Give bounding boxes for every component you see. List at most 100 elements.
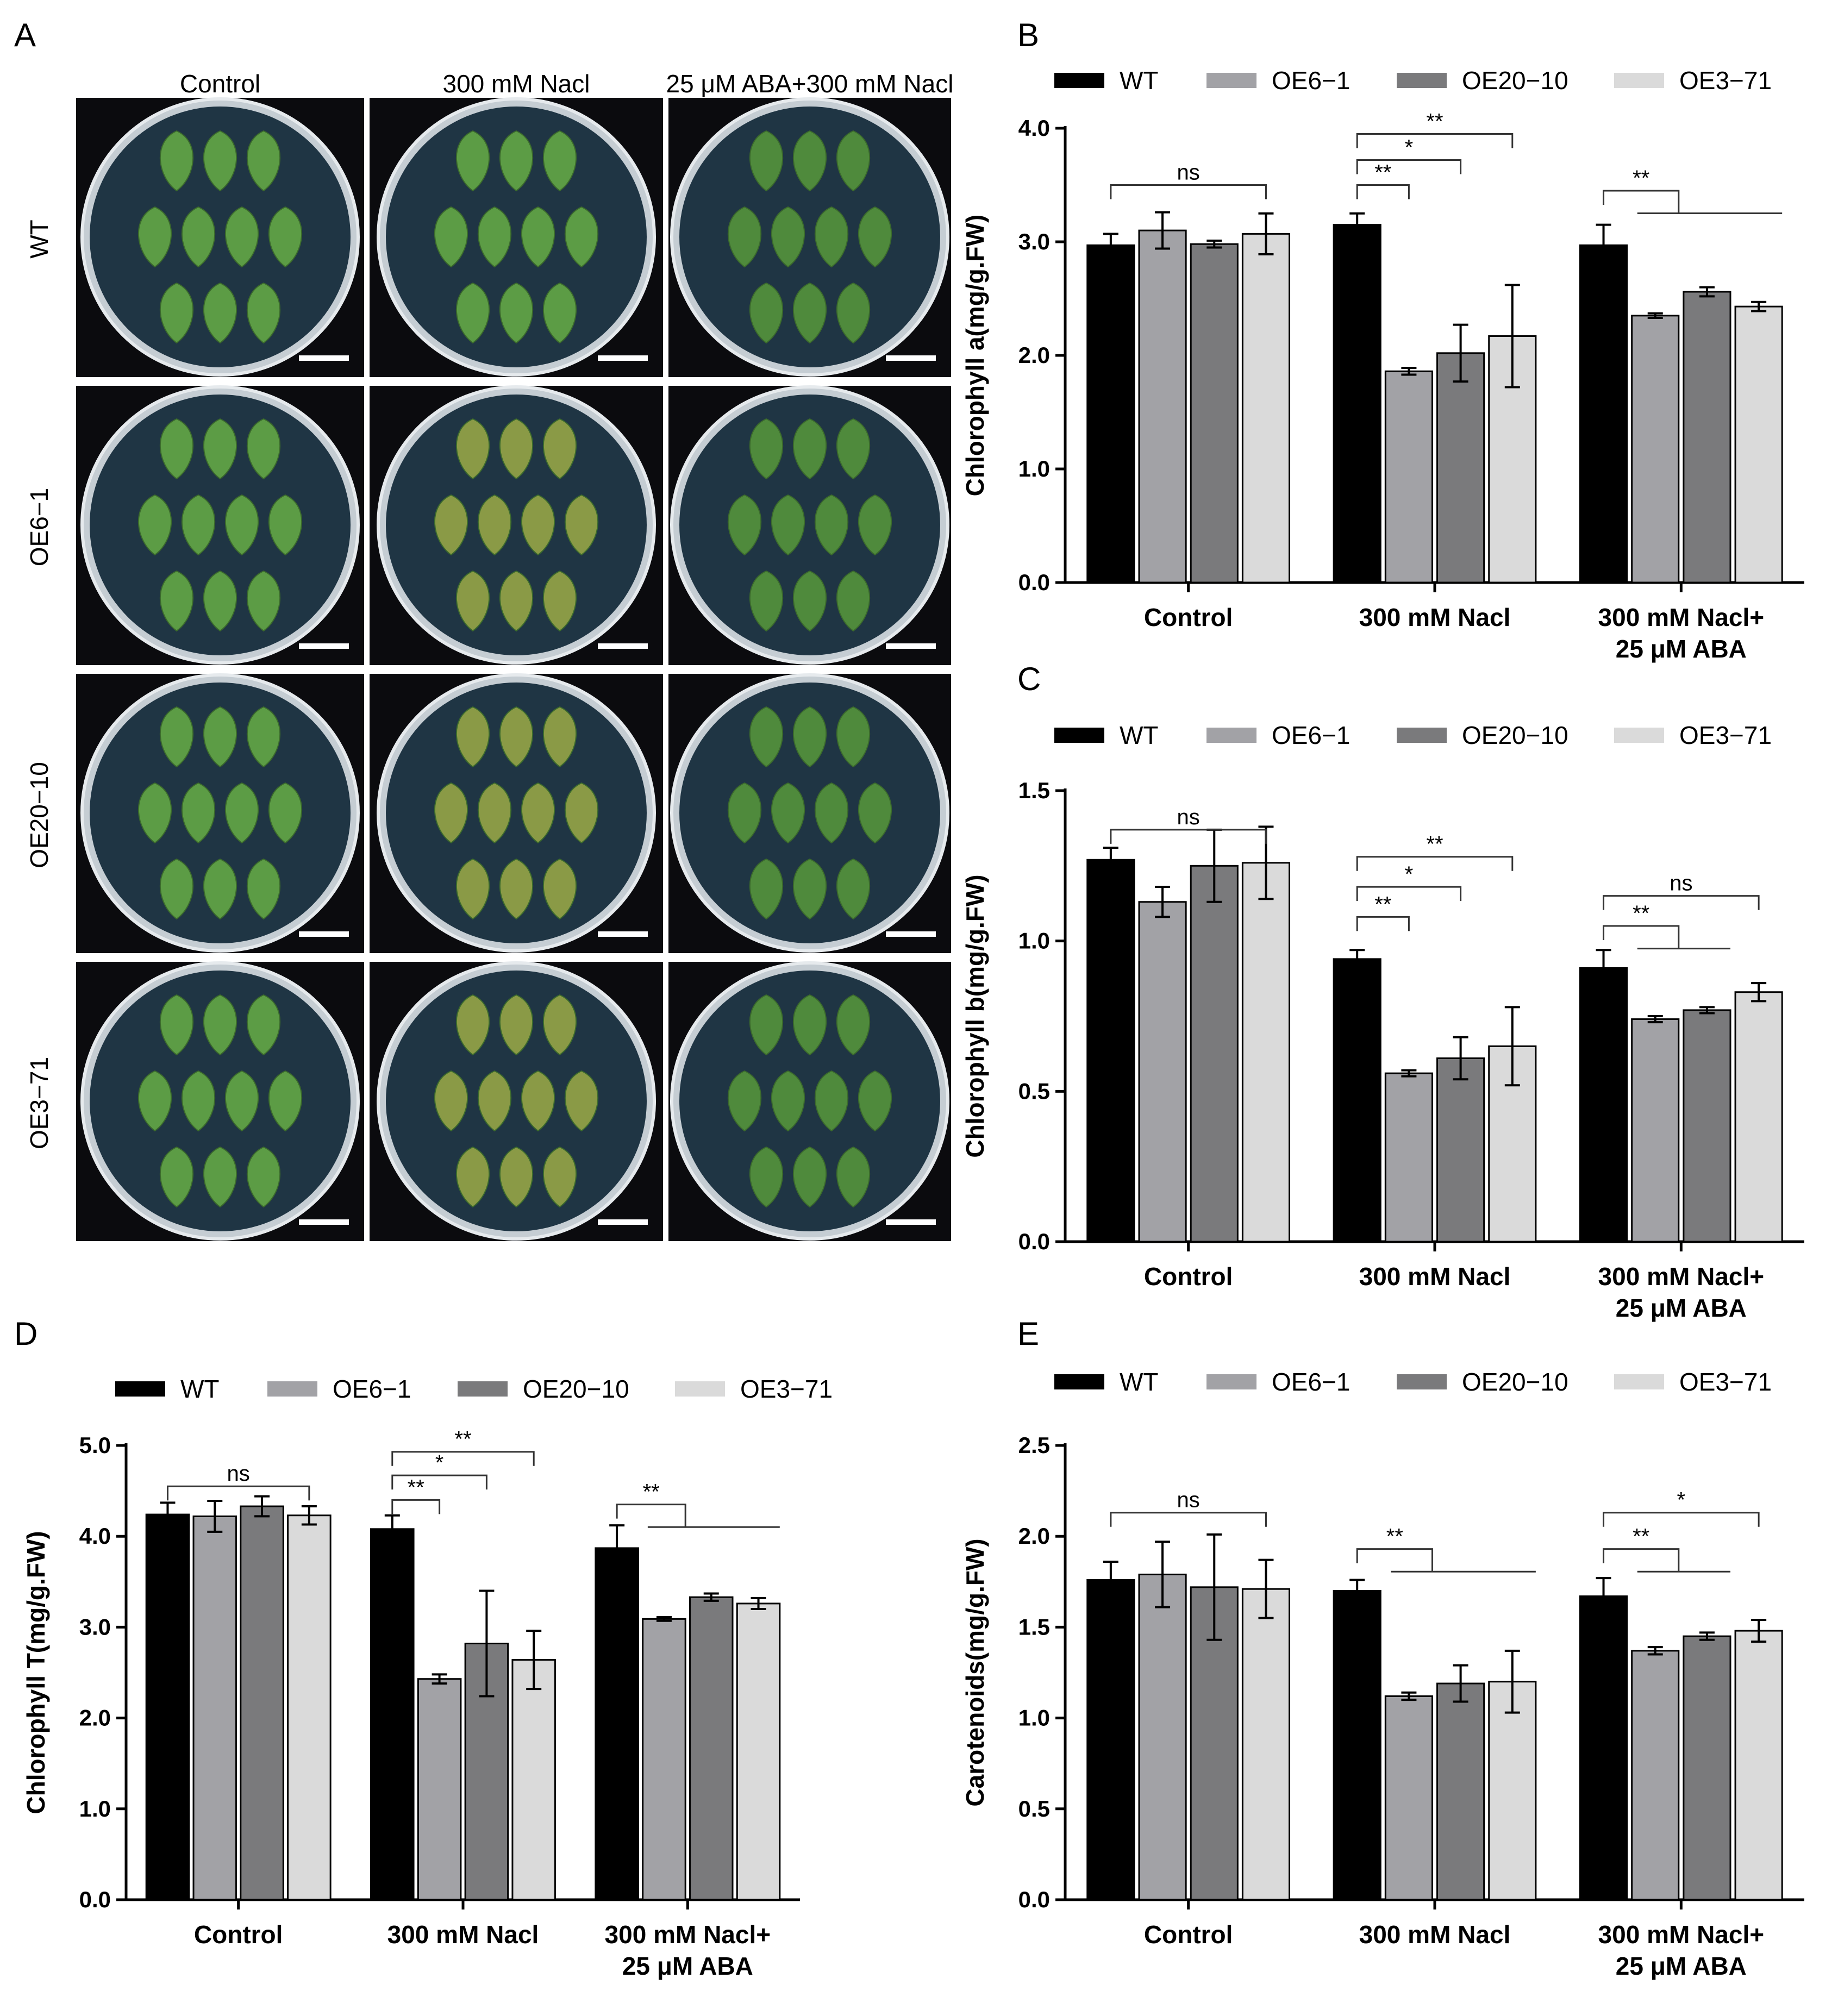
significance-label: ns bbox=[227, 1462, 250, 1486]
leaf-disc bbox=[749, 130, 784, 192]
leaf-disc bbox=[203, 706, 237, 768]
leaf-disc bbox=[181, 494, 216, 556]
column-label: 300 mM Nacl bbox=[443, 70, 590, 98]
x-tick-label: 25 μM ABA bbox=[1616, 1294, 1747, 1322]
bar-WT bbox=[1579, 1595, 1628, 1901]
bar-OE6−1 bbox=[1631, 1018, 1680, 1243]
leaf-disc bbox=[268, 1070, 303, 1132]
leaf-disc bbox=[564, 206, 599, 268]
bar-OE6−1 bbox=[1631, 1650, 1680, 1901]
leaf-disc bbox=[203, 570, 237, 632]
legend-swatch bbox=[1614, 1374, 1664, 1389]
leaf-disc bbox=[434, 494, 468, 556]
leaf-disc bbox=[792, 994, 827, 1056]
bar-OE6−1 bbox=[642, 1618, 686, 1901]
legend-label: WT bbox=[1120, 66, 1159, 95]
leaf-disc bbox=[814, 206, 849, 268]
leaf-disc bbox=[771, 1070, 805, 1132]
leaf-disc bbox=[246, 130, 281, 192]
bar-WT bbox=[1333, 224, 1381, 584]
leaf-disc bbox=[203, 418, 237, 480]
leaf-disc bbox=[749, 994, 784, 1056]
row-label: OE3−71 bbox=[25, 1057, 53, 1149]
row-label: OE6−1 bbox=[25, 488, 53, 567]
significance-bracket bbox=[1603, 925, 1680, 949]
bar-OE3−71 bbox=[287, 1514, 332, 1901]
bar-WT bbox=[1333, 958, 1381, 1243]
leaf-disc bbox=[159, 858, 194, 920]
bar-OE20−10 bbox=[240, 1505, 284, 1901]
significance-bracket bbox=[391, 1499, 441, 1514]
significance-label: ** bbox=[1633, 166, 1649, 190]
bar-OE6−1 bbox=[1631, 315, 1680, 584]
leaf-disc bbox=[792, 282, 827, 344]
significance-bracket bbox=[391, 1474, 487, 1490]
leaf-disc bbox=[564, 1070, 599, 1132]
panel-letter-b: B bbox=[1017, 17, 1040, 53]
leaf-disc bbox=[224, 494, 259, 556]
panel-letter-e: E bbox=[1017, 1316, 1040, 1352]
bar-OE3−71 bbox=[1734, 305, 1783, 584]
y-tick-label: 1.5 bbox=[1018, 1614, 1050, 1639]
leaf-disc bbox=[246, 282, 281, 344]
bar-OE6−1 bbox=[1384, 1695, 1433, 1901]
bar-OE20−10 bbox=[1190, 865, 1239, 1243]
scale-bar bbox=[886, 1219, 936, 1225]
significance-bracket bbox=[166, 1485, 310, 1501]
leaf-disc bbox=[246, 570, 281, 632]
significance-bracket bbox=[616, 1504, 686, 1527]
leaf-disc bbox=[727, 494, 762, 556]
agar-medium bbox=[90, 107, 351, 367]
row-label: OE20−10 bbox=[25, 762, 53, 868]
significance-label: ns bbox=[1177, 1488, 1200, 1512]
panel-letter-d: D bbox=[14, 1316, 38, 1352]
y-tick-label: 1.0 bbox=[1018, 456, 1050, 481]
leaf-disc bbox=[499, 130, 534, 192]
leaf-disc bbox=[203, 1146, 237, 1208]
leaf-disc bbox=[564, 782, 599, 844]
leaf-disc bbox=[455, 858, 490, 920]
legend-label: OE20−10 bbox=[1462, 66, 1568, 95]
leaf-disc bbox=[455, 1146, 490, 1208]
leaf-disc bbox=[836, 418, 871, 480]
scale-bar bbox=[299, 643, 349, 649]
agar-medium bbox=[386, 971, 647, 1231]
leaf-disc bbox=[246, 858, 281, 920]
legend-swatch bbox=[458, 1381, 508, 1397]
y-tick-label: 0.5 bbox=[1018, 1078, 1050, 1104]
y-axis-label: Chlorophyll T(mg/g.FW) bbox=[22, 1531, 50, 1814]
scale-bar bbox=[886, 931, 936, 937]
significance-bracket bbox=[1356, 1548, 1433, 1572]
x-tick-label: Control bbox=[1144, 603, 1233, 631]
leaf-disc bbox=[181, 1070, 216, 1132]
bar-OE3−71 bbox=[1488, 1681, 1537, 1901]
leaf-disc bbox=[203, 858, 237, 920]
significance-bracket bbox=[1603, 895, 1760, 910]
leaf-disc bbox=[836, 1146, 871, 1208]
leaf-disc bbox=[203, 130, 237, 192]
bar-WT bbox=[1579, 967, 1628, 1243]
significance-label: * bbox=[1405, 136, 1414, 160]
scale-bar bbox=[598, 643, 648, 649]
x-tick-label: Control bbox=[1144, 1262, 1233, 1291]
leaf-disc bbox=[224, 782, 259, 844]
y-tick-label: 4.0 bbox=[1018, 115, 1050, 141]
leaf-disc bbox=[749, 858, 784, 920]
leaf-disc bbox=[159, 994, 194, 1056]
x-tick-label: 300 mM Nacl bbox=[1359, 1920, 1511, 1949]
legend-swatch bbox=[1054, 728, 1104, 743]
leaf-disc bbox=[792, 570, 827, 632]
legend-swatch bbox=[1397, 1374, 1447, 1389]
x-tick-label: Control bbox=[1144, 1920, 1233, 1949]
significance-bracket bbox=[1356, 133, 1514, 148]
y-tick-label: 2.5 bbox=[1018, 1432, 1050, 1458]
leaf-disc bbox=[499, 858, 534, 920]
significance-bracket bbox=[1356, 856, 1514, 871]
bar-WT bbox=[1086, 1579, 1135, 1901]
y-tick-label: 0.0 bbox=[79, 1887, 111, 1912]
leaf-disc bbox=[159, 130, 194, 192]
x-tick-label: 300 mM Nacl bbox=[1359, 1262, 1511, 1291]
legend-label: OE6−1 bbox=[1272, 721, 1351, 749]
legend-label: OE3−71 bbox=[1679, 66, 1772, 95]
leaf-disc bbox=[455, 994, 490, 1056]
